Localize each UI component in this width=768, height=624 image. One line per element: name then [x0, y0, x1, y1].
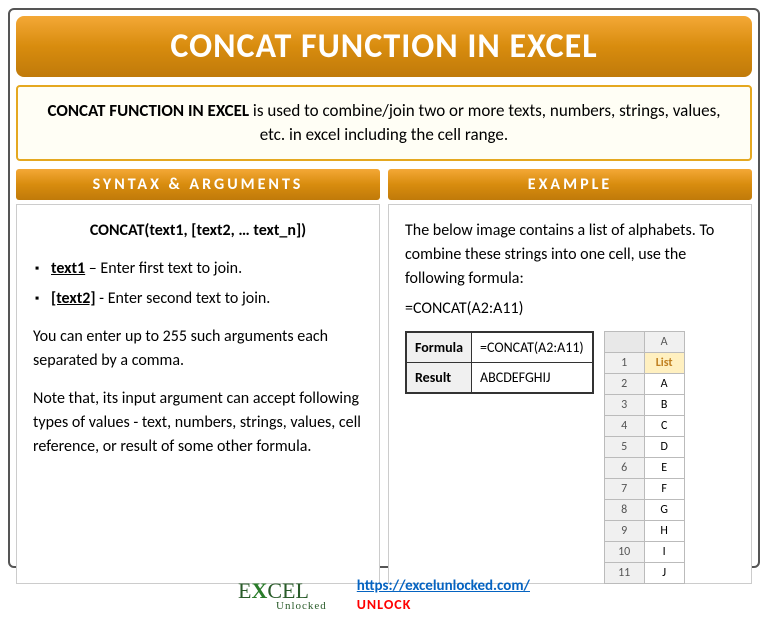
table-row: 1List	[604, 352, 684, 373]
unlock-text: UNLOCK	[357, 596, 412, 613]
table-row: 11J	[604, 562, 684, 583]
cell: F	[644, 478, 684, 499]
cell: D	[644, 436, 684, 457]
row-number: 6	[604, 457, 644, 478]
example-formula-text: =CONCAT(A2:A11)	[405, 297, 735, 321]
table-row: 8G	[604, 499, 684, 520]
example-header: EXAMPLE	[388, 169, 752, 200]
row-number: 11	[604, 562, 644, 583]
list-header: List	[644, 352, 684, 373]
example-column: EXAMPLE The below image contains a list …	[388, 169, 752, 584]
row-number: 9	[604, 520, 644, 541]
logo-subtitle: Unlocked	[276, 600, 327, 612]
cell: B	[644, 394, 684, 415]
table-row: Formula =CONCAT(A2:A11)	[406, 332, 593, 363]
table-row: 10I	[604, 541, 684, 562]
table-row: 6E	[604, 457, 684, 478]
example-body: The below image contains a list of alpha…	[388, 204, 752, 584]
website-link[interactable]: https://excelunlocked.com/	[357, 577, 530, 595]
arg-desc: - Enter second text to join.	[96, 289, 271, 308]
columns: SYNTAX & ARGUMENTS CONCAT(text1, [text2,…	[16, 169, 752, 584]
description-box: CONCAT FUNCTION IN EXCEL is used to comb…	[16, 85, 752, 161]
footer-links: https://excelunlocked.com/ UNLOCK	[357, 576, 530, 614]
formula-result-table: Formula =CONCAT(A2:A11) Result ABCDEFGHI…	[405, 331, 594, 394]
formula-value: =CONCAT(A2:A11)	[472, 332, 593, 363]
row-number: 4	[604, 415, 644, 436]
col-header: A	[644, 331, 684, 352]
argument-list: text1 – Enter first text to join. [text2…	[33, 257, 363, 311]
row-number: 7	[604, 478, 644, 499]
page-title: CONCAT FUNCTION IN EXCEL	[26, 26, 742, 67]
row-number: 5	[604, 436, 644, 457]
logo-x-icon: X	[251, 578, 267, 603]
mini-excel-table: A 1List 2A 3B 4C 5D 6E 7F 8G 9H 10I 11J	[604, 331, 685, 584]
description-text: is used to combine/join two or more text…	[249, 100, 720, 145]
syntax-column: SYNTAX & ARGUMENTS CONCAT(text1, [text2,…	[16, 169, 380, 584]
cell: I	[644, 541, 684, 562]
syntax-para1: You can enter up to 255 such arguments e…	[33, 325, 363, 373]
logo-e: E	[238, 578, 251, 603]
corner-cell	[604, 331, 644, 352]
example-layout: Formula =CONCAT(A2:A11) Result ABCDEFGHI…	[405, 331, 735, 584]
row-number: 2	[604, 373, 644, 394]
arg-name: text1	[51, 259, 85, 278]
row-number: 1	[604, 352, 644, 373]
cell: C	[644, 415, 684, 436]
cell: H	[644, 520, 684, 541]
cell: G	[644, 499, 684, 520]
row-number: 8	[604, 499, 644, 520]
table-row: 3B	[604, 394, 684, 415]
description-bold: CONCAT FUNCTION IN EXCEL	[47, 100, 249, 121]
syntax-header: SYNTAX & ARGUMENTS	[16, 169, 380, 200]
row-number: 10	[604, 541, 644, 562]
table-row: 2A	[604, 373, 684, 394]
cell: J	[644, 562, 684, 583]
main-container: CONCAT FUNCTION IN EXCEL CONCAT FUNCTION…	[8, 8, 760, 568]
table-row: 4C	[604, 415, 684, 436]
list-item: text1 – Enter first text to join.	[33, 257, 363, 281]
formula-label: Formula	[406, 332, 472, 363]
arg-name: [text2]	[51, 289, 96, 308]
table-row: Result ABCDEFGHIJ	[406, 362, 593, 393]
list-item: [text2] - Enter second text to join.	[33, 287, 363, 311]
table-row: 7F	[604, 478, 684, 499]
syntax-formula: CONCAT(text1, [text2, … text_n])	[33, 219, 363, 243]
result-label: Result	[406, 362, 472, 393]
example-intro: The below image contains a list of alpha…	[405, 219, 735, 291]
arg-desc: – Enter first text to join.	[85, 259, 242, 278]
logo: EXCEL Unlocked	[238, 578, 327, 612]
table-row: 9H	[604, 520, 684, 541]
row-number: 3	[604, 394, 644, 415]
cell: A	[644, 373, 684, 394]
title-bar: CONCAT FUNCTION IN EXCEL	[16, 16, 752, 77]
syntax-body: CONCAT(text1, [text2, … text_n]) text1 –…	[16, 204, 380, 584]
table-row: A	[604, 331, 684, 352]
cell: E	[644, 457, 684, 478]
result-value: ABCDEFGHIJ	[472, 362, 593, 393]
table-row: 5D	[604, 436, 684, 457]
syntax-para2: Note that, its input argument can accept…	[33, 387, 363, 459]
